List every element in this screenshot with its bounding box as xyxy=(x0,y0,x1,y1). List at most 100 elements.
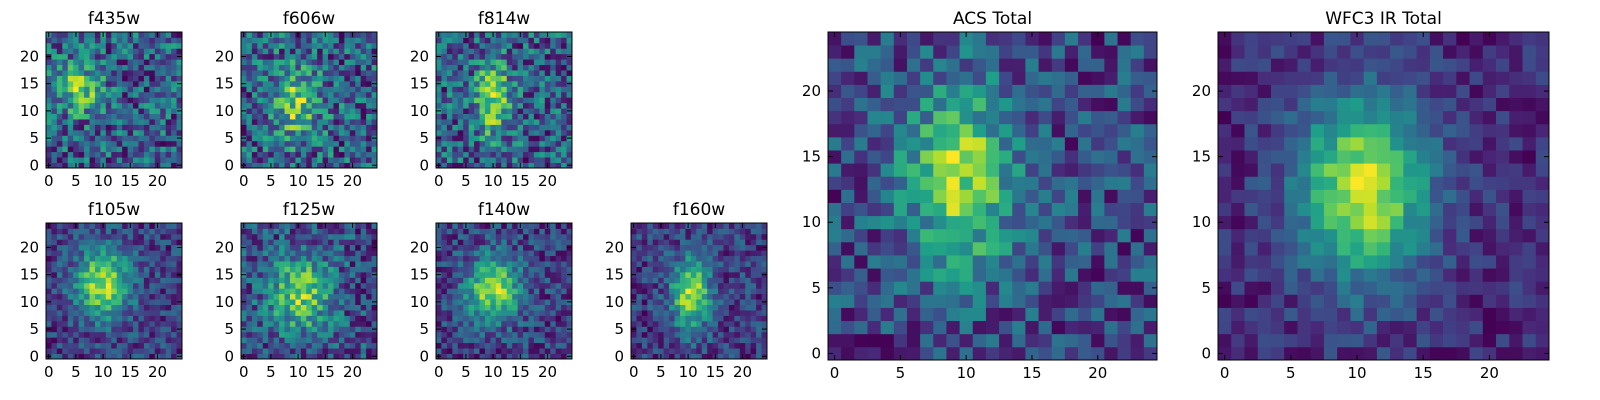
heatmap-cell xyxy=(241,48,247,55)
heatmap-cell xyxy=(360,342,367,349)
heatmap-cell xyxy=(289,129,296,136)
heatmap-cell xyxy=(999,189,1013,203)
heatmap-cell xyxy=(501,277,508,284)
heatmap-cell xyxy=(122,108,128,114)
heatmap-cell xyxy=(972,320,987,335)
heatmap-cell xyxy=(701,310,708,316)
heatmap-cell xyxy=(78,293,85,300)
heatmap-cell xyxy=(1025,307,1039,322)
heatmap-cell xyxy=(533,151,540,158)
heatmap-cell xyxy=(828,215,842,230)
heatmap-cell xyxy=(679,342,686,349)
heatmap-cell xyxy=(273,304,280,311)
heatmap-cell xyxy=(355,255,362,262)
heatmap-cell xyxy=(933,202,947,217)
heatmap-cell xyxy=(122,42,128,49)
heatmap-cell xyxy=(517,91,524,98)
heatmap-cell xyxy=(46,146,52,153)
heatmap-cell xyxy=(1025,202,1039,217)
heatmap-cell xyxy=(512,119,518,125)
heatmap-cell xyxy=(523,102,529,109)
heatmap-cell xyxy=(1130,215,1145,230)
heatmap-cell xyxy=(165,53,172,60)
heatmap-cell xyxy=(539,299,546,305)
heatmap-cell xyxy=(658,239,665,246)
heatmap-cell xyxy=(1051,189,1066,203)
heatmap-cell xyxy=(51,146,58,153)
heatmap-cell xyxy=(707,223,713,229)
heatmap-cell xyxy=(690,228,697,235)
heatmap-cell xyxy=(300,337,307,344)
heatmap-cell xyxy=(893,255,908,269)
heatmap-cell xyxy=(468,223,475,229)
heatmap-cell xyxy=(685,331,692,338)
heatmap-cell xyxy=(647,293,654,300)
heatmap-cell xyxy=(89,331,96,338)
heatmap-cell xyxy=(631,310,637,316)
heatmap-cell xyxy=(523,282,529,289)
heatmap-cell xyxy=(647,326,654,333)
heatmap-cell xyxy=(344,59,351,66)
heatmap-cell xyxy=(696,239,703,246)
heatmap-cell xyxy=(854,281,868,295)
heatmap-cell xyxy=(322,261,329,267)
heatmap-cell xyxy=(484,353,491,360)
heatmap-cell xyxy=(436,86,442,93)
heatmap-cell xyxy=(474,315,480,322)
heatmap-cell xyxy=(561,320,567,327)
heatmap-cell xyxy=(533,119,540,125)
heatmap-cell xyxy=(176,32,183,38)
heatmap-cell xyxy=(528,342,535,349)
heatmap-cell xyxy=(133,140,139,147)
heatmap-cell xyxy=(105,59,112,66)
heatmap-cell xyxy=(328,80,334,87)
heatmap-cell xyxy=(111,288,118,295)
heatmap-cell xyxy=(501,331,508,338)
heatmap-cell xyxy=(116,348,123,354)
heatmap-cell xyxy=(78,113,85,120)
heatmap-cell xyxy=(306,304,313,311)
heatmap-cell xyxy=(78,337,85,344)
heatmap-cell xyxy=(685,337,692,344)
heatmap-cell xyxy=(306,113,313,120)
heatmap-cell xyxy=(512,53,518,60)
heatmap-cell xyxy=(436,255,442,262)
heatmap-cell xyxy=(479,250,486,257)
heatmap-cell xyxy=(257,70,264,76)
heatmap-cell xyxy=(828,307,842,322)
heatmap-cell xyxy=(46,151,52,158)
heatmap-cell xyxy=(105,64,112,71)
heatmap-cell xyxy=(56,271,63,278)
heatmap-cell xyxy=(566,266,573,273)
heatmap-cell xyxy=(533,348,540,354)
heatmap-cell xyxy=(517,250,524,257)
heatmap-cell xyxy=(284,348,291,354)
heatmap-cell xyxy=(1130,202,1145,217)
heatmap-cell xyxy=(696,342,703,349)
heatmap-cell xyxy=(246,129,253,136)
heatmap-cell xyxy=(246,75,253,82)
heatmap-cell xyxy=(262,315,269,322)
heatmap-cell xyxy=(344,310,351,316)
heatmap-cell xyxy=(268,342,275,349)
heatmap-cell xyxy=(474,277,480,284)
heatmap-cell xyxy=(566,293,573,300)
heatmap-cell xyxy=(506,310,513,316)
heatmap-cell xyxy=(528,37,535,44)
heatmap-cell xyxy=(311,80,318,87)
heatmap-cell xyxy=(985,255,1000,269)
heatmap-cell xyxy=(268,113,275,120)
heatmap-cell xyxy=(116,70,123,76)
heatmap-cell xyxy=(176,113,183,120)
heatmap-cell xyxy=(452,271,459,278)
heatmap-cell xyxy=(100,64,107,71)
heatmap-cell xyxy=(1038,320,1053,335)
heatmap-cell xyxy=(457,233,464,240)
heatmap-cell xyxy=(295,42,302,49)
heatmap-cell xyxy=(474,64,480,71)
heatmap-cell xyxy=(94,108,101,114)
heatmap-cell xyxy=(111,282,118,289)
heatmap-cell xyxy=(279,261,285,267)
heatmap-cell xyxy=(452,348,459,354)
heatmap-cell xyxy=(728,250,735,257)
